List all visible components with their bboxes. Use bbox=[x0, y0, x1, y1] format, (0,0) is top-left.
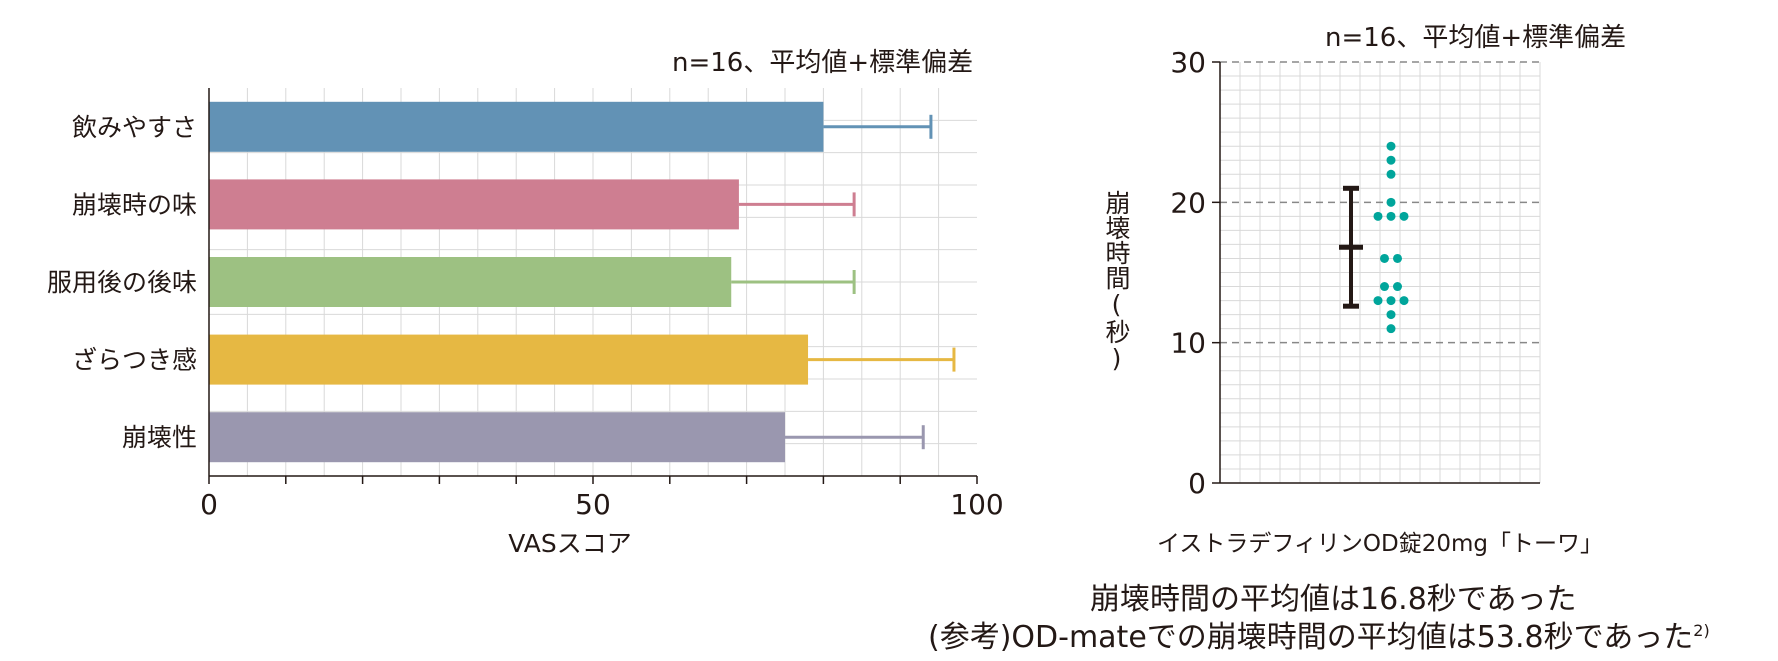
category-label: 崩壊性 bbox=[122, 423, 197, 452]
left-chart-note: n=16、平均値+標準偏差 bbox=[672, 48, 974, 78]
data-point bbox=[1386, 197, 1396, 207]
y-tick-label: 0 bbox=[1188, 467, 1206, 500]
category-label: 服用後の後味 bbox=[47, 268, 197, 297]
bar bbox=[209, 257, 732, 307]
caption-line-2-text: (参考)OD-mateでの崩壊時間の平均値は53.8秒であった bbox=[928, 620, 1694, 655]
x-category-label: イストラデフィリンOD錠20mg「トーワ」 bbox=[1157, 531, 1603, 557]
bar bbox=[209, 412, 785, 463]
data-point bbox=[1386, 211, 1396, 221]
data-point bbox=[1373, 296, 1383, 306]
y-tick-label: 20 bbox=[1170, 186, 1206, 219]
category-label: 崩壊時の味 bbox=[72, 190, 197, 219]
category-label: 飲みやすさ bbox=[72, 113, 197, 142]
x-axis-title: VASスコア bbox=[508, 529, 631, 558]
data-point bbox=[1393, 282, 1402, 292]
y-tick-label: 10 bbox=[1170, 327, 1206, 360]
data-point bbox=[1386, 141, 1396, 151]
y-tick-label: 30 bbox=[1170, 46, 1206, 79]
data-point bbox=[1393, 253, 1402, 263]
data-point bbox=[1386, 296, 1396, 306]
data-point bbox=[1380, 253, 1389, 263]
data-point bbox=[1399, 296, 1409, 306]
data-point bbox=[1386, 155, 1396, 165]
caption-line-2: (参考)OD-mateでの崩壊時間の平均値は53.8秒であった2) bbox=[928, 623, 1710, 653]
right-y-axis-title: 崩壊時間(秒) bbox=[1102, 190, 1131, 373]
x-tick-label: 50 bbox=[575, 488, 611, 521]
category-label: ざらつき感 bbox=[72, 346, 197, 375]
bar bbox=[209, 101, 824, 152]
right-chart-note: n=16、平均値+標準偏差 bbox=[1325, 23, 1627, 53]
data-point bbox=[1399, 211, 1409, 221]
bar bbox=[209, 334, 809, 385]
data-point bbox=[1373, 211, 1383, 221]
bar bbox=[209, 179, 739, 230]
caption-footnote-ref: 2) bbox=[1693, 621, 1710, 640]
x-tick-label: 0 bbox=[200, 488, 218, 521]
caption-line-1: 崩壊時間の平均値は16.8秒であった bbox=[1090, 582, 1577, 617]
disintegration-dot-chart: 0 10 20 30 イストラデフィリンOD錠20mg「トーワ」 bbox=[1157, 46, 1603, 557]
data-point bbox=[1386, 324, 1396, 334]
data-point bbox=[1386, 169, 1396, 179]
x-tick-label: 100 bbox=[950, 488, 1003, 521]
data-point bbox=[1380, 282, 1389, 292]
data-point bbox=[1386, 310, 1396, 320]
